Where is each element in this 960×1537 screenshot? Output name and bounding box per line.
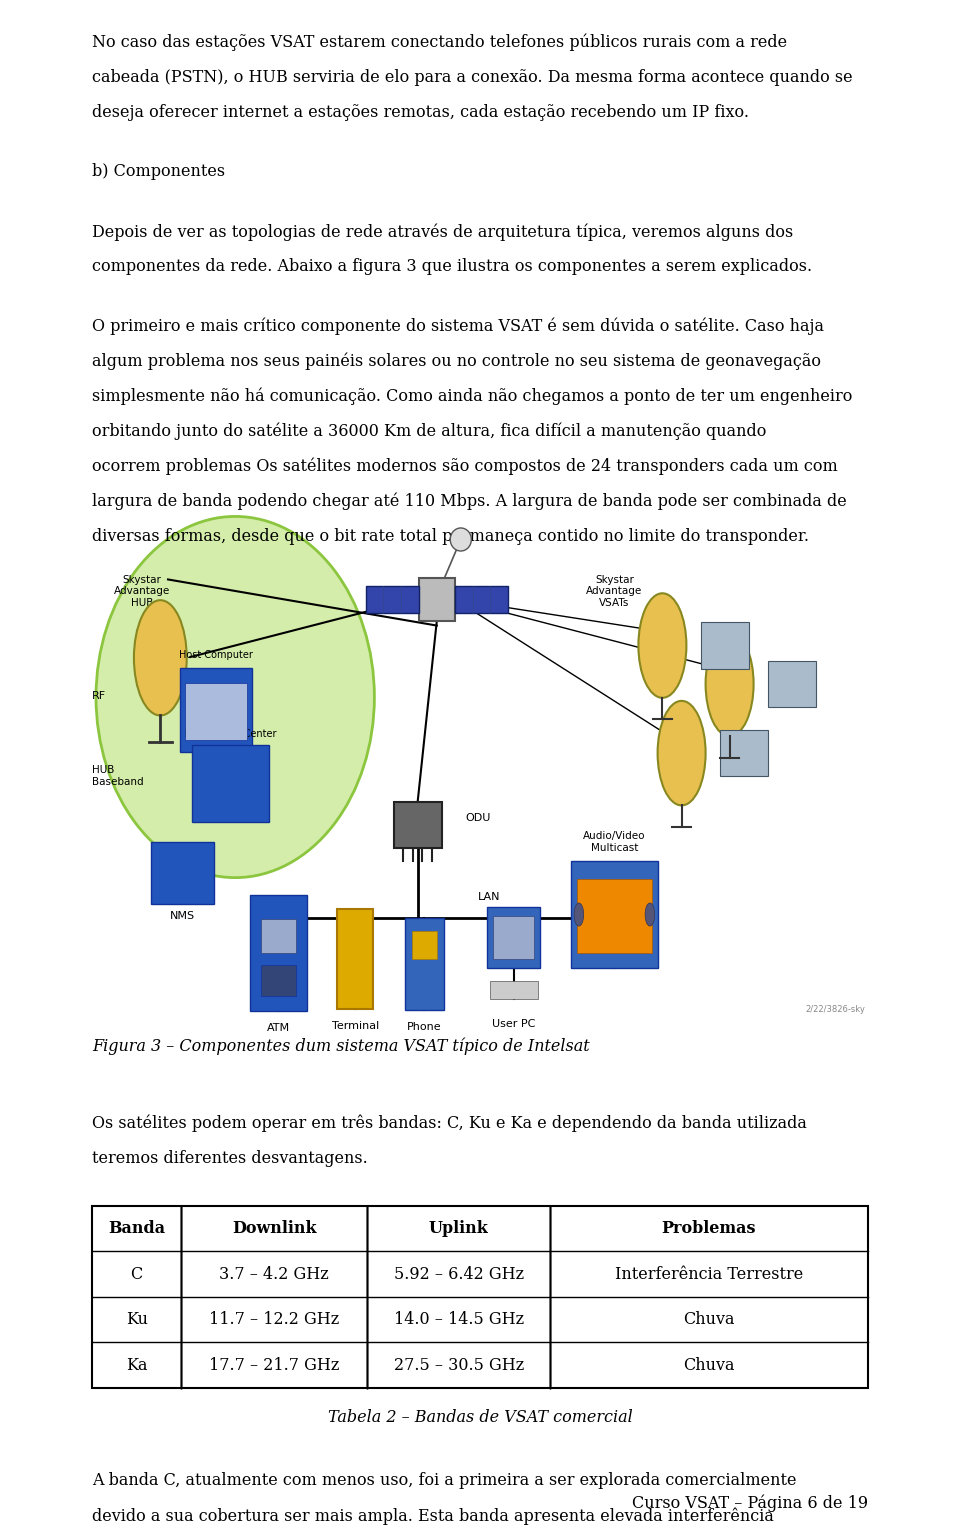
FancyBboxPatch shape xyxy=(250,895,307,1011)
Text: cabeada (PSTN), o HUB serviria de elo para a conexão. Da mesma forma acontece qu: cabeada (PSTN), o HUB serviria de elo pa… xyxy=(92,69,852,86)
FancyBboxPatch shape xyxy=(405,918,444,1010)
Text: ODU: ODU xyxy=(466,813,491,822)
Text: Audio/Video
Multicast: Audio/Video Multicast xyxy=(583,832,646,853)
FancyBboxPatch shape xyxy=(180,667,252,752)
Text: Figura 3 – Componentes dum sistema VSAT típico de Intelsat: Figura 3 – Componentes dum sistema VSAT … xyxy=(92,1037,589,1054)
FancyBboxPatch shape xyxy=(151,842,213,904)
FancyBboxPatch shape xyxy=(337,908,373,1008)
Text: Host Computer: Host Computer xyxy=(180,650,252,659)
FancyBboxPatch shape xyxy=(419,578,455,621)
Text: simplesmente não há comunicação. Como ainda não chegamos a ponto de ter um engen: simplesmente não há comunicação. Como ai… xyxy=(92,387,852,406)
Text: Phone: Phone xyxy=(407,1022,442,1033)
Text: algum problema nos seus painéis solares ou no controle no seu sistema de geonave: algum problema nos seus painéis solares … xyxy=(92,352,821,370)
Text: diversas formas, desde que o bit rate total permaneça contido no limite do trans: diversas formas, desde que o bit rate to… xyxy=(92,527,809,546)
Text: A banda C, atualmente com menos uso, foi a primeira a ser explorada comercialmen: A banda C, atualmente com menos uso, foi… xyxy=(92,1472,797,1489)
Ellipse shape xyxy=(706,632,754,736)
Text: Os satélites podem operar em três bandas: C, Ku e Ka e dependendo da banda utili: Os satélites podem operar em três bandas… xyxy=(92,1114,806,1133)
Text: 27.5 – 30.5 GHz: 27.5 – 30.5 GHz xyxy=(394,1357,524,1374)
Text: Uplink: Uplink xyxy=(429,1220,489,1237)
Text: Skystar
Advantage
VSATs: Skystar Advantage VSATs xyxy=(587,575,642,609)
Text: componentes da rede. Abaixo a figura 3 que ilustra os componentes a serem explic: componentes da rede. Abaixo a figura 3 q… xyxy=(92,258,812,275)
Text: Curso VSAT – Página 6 de 19: Curso VSAT – Página 6 de 19 xyxy=(632,1496,868,1512)
FancyBboxPatch shape xyxy=(261,919,296,953)
Ellipse shape xyxy=(134,599,187,716)
FancyBboxPatch shape xyxy=(455,586,508,613)
Ellipse shape xyxy=(450,527,471,550)
Text: O primeiro e mais crítico componente do sistema VSAT é sem dúvida o satélite. Ca: O primeiro e mais crítico componente do … xyxy=(92,318,824,335)
Ellipse shape xyxy=(574,902,584,925)
Text: 2/22/3826-sky: 2/22/3826-sky xyxy=(805,1005,865,1014)
Ellipse shape xyxy=(638,593,686,698)
Text: Ka: Ka xyxy=(126,1357,148,1374)
Text: 17.7 – 21.7 GHz: 17.7 – 21.7 GHz xyxy=(209,1357,340,1374)
Text: Depois de ver as topologias de rede através de arquitetura típica, veremos algun: Depois de ver as topologias de rede atra… xyxy=(92,223,793,241)
Text: 3.7 – 4.2 GHz: 3.7 – 4.2 GHz xyxy=(220,1265,329,1282)
Text: Chuva: Chuva xyxy=(684,1311,734,1328)
Text: No caso das estações VSAT estarem conectando telefones públicos rurais com a red: No caso das estações VSAT estarem conect… xyxy=(92,34,787,51)
Text: deseja oferecer internet a estações remotas, cada estação recebendo um IP fixo.: deseja oferecer internet a estações remo… xyxy=(92,105,749,121)
FancyBboxPatch shape xyxy=(261,965,296,996)
Text: 14.0 – 14.5 GHz: 14.0 – 14.5 GHz xyxy=(394,1311,524,1328)
Ellipse shape xyxy=(658,701,706,805)
Text: 11.7 – 12.2 GHz: 11.7 – 12.2 GHz xyxy=(209,1311,340,1328)
FancyBboxPatch shape xyxy=(366,586,419,613)
Text: orbitando junto do satélite a 36000 Km de altura, fica difícil a manutenção quan: orbitando junto do satélite a 36000 Km d… xyxy=(92,423,766,440)
Text: HUB
Baseband: HUB Baseband xyxy=(92,765,144,787)
Text: devido a sua cobertura ser mais ampla. Esta banda apresenta elevada interferênci: devido a sua cobertura ser mais ampla. E… xyxy=(92,1508,774,1525)
FancyBboxPatch shape xyxy=(571,861,658,968)
Text: teremos diferentes desvantagens.: teremos diferentes desvantagens. xyxy=(92,1150,368,1167)
FancyBboxPatch shape xyxy=(577,879,652,953)
Text: C: C xyxy=(131,1265,143,1282)
FancyBboxPatch shape xyxy=(490,981,538,999)
Text: Downlink: Downlink xyxy=(232,1220,317,1237)
Text: ocorrem problemas Os satélites modernos são compostos de 24 transponders cada um: ocorrem problemas Os satélites modernos … xyxy=(92,458,838,475)
Text: Terminal: Terminal xyxy=(331,1021,379,1031)
FancyBboxPatch shape xyxy=(701,622,749,669)
Text: largura de banda podendo chegar até 110 Mbps. A largura de banda pode ser combin: largura de banda podendo chegar até 110 … xyxy=(92,493,847,510)
Text: Interferência Terrestre: Interferência Terrestre xyxy=(614,1265,804,1282)
Ellipse shape xyxy=(96,516,374,878)
FancyBboxPatch shape xyxy=(493,916,535,959)
FancyBboxPatch shape xyxy=(412,931,437,959)
FancyBboxPatch shape xyxy=(192,745,269,822)
Text: User PC: User PC xyxy=(492,1019,536,1030)
Text: Tabela 2 – Bandas de VSAT comercial: Tabela 2 – Bandas de VSAT comercial xyxy=(327,1409,633,1426)
Text: ATM: ATM xyxy=(267,1024,290,1033)
FancyBboxPatch shape xyxy=(394,802,442,848)
Text: LAN: LAN xyxy=(478,891,501,902)
Text: Chuva: Chuva xyxy=(684,1357,734,1374)
FancyBboxPatch shape xyxy=(488,907,540,968)
Text: NMS: NMS xyxy=(170,911,195,922)
Ellipse shape xyxy=(645,902,655,925)
FancyBboxPatch shape xyxy=(768,661,816,707)
FancyBboxPatch shape xyxy=(184,682,248,739)
Text: Ku: Ku xyxy=(126,1311,148,1328)
Text: Banda: Banda xyxy=(108,1220,165,1237)
Text: Information Center: Information Center xyxy=(184,729,276,739)
Text: RF: RF xyxy=(92,692,107,701)
Text: Skystar
Advantage
HUB: Skystar Advantage HUB xyxy=(114,575,170,609)
Text: Problemas: Problemas xyxy=(661,1220,756,1237)
FancyBboxPatch shape xyxy=(720,730,768,776)
Text: b) Componentes: b) Componentes xyxy=(92,163,226,180)
Text: 5.92 – 6.42 GHz: 5.92 – 6.42 GHz xyxy=(394,1265,524,1282)
